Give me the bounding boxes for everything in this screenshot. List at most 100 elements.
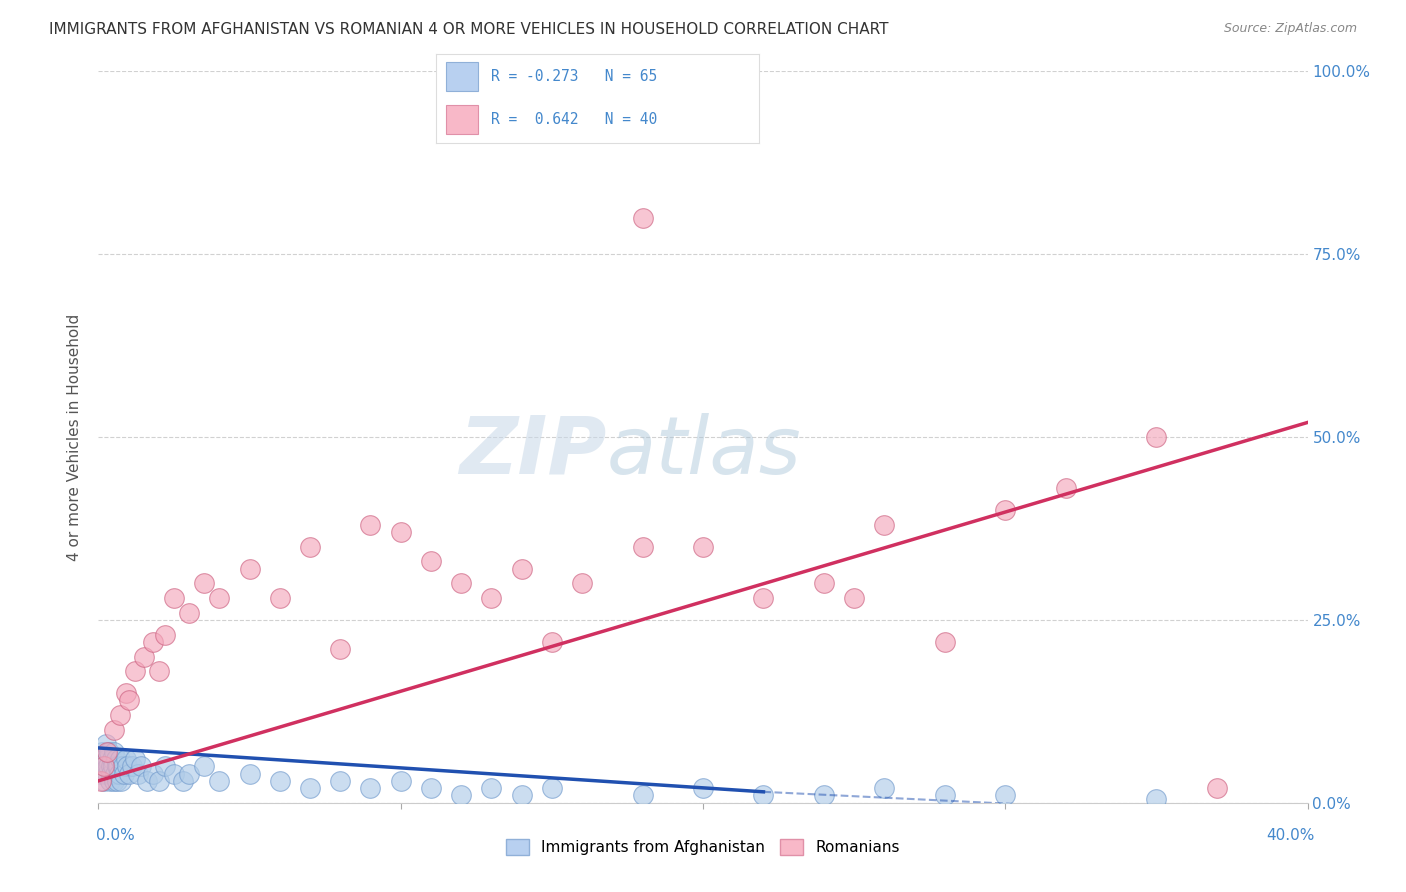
Point xyxy=(360,781,382,796)
Point xyxy=(420,554,443,568)
Point xyxy=(329,642,352,657)
Point xyxy=(934,635,956,649)
Point xyxy=(104,752,127,766)
Point xyxy=(108,708,131,723)
Point xyxy=(135,773,157,788)
Point xyxy=(103,723,125,737)
Point xyxy=(96,745,118,759)
Point xyxy=(105,773,128,788)
Point xyxy=(93,773,115,788)
Point xyxy=(108,752,131,766)
Text: IMMIGRANTS FROM AFGHANISTAN VS ROMANIAN 4 OR MORE VEHICLES IN HOUSEHOLD CORRELAT: IMMIGRANTS FROM AFGHANISTAN VS ROMANIAN … xyxy=(49,22,889,37)
Point xyxy=(172,773,194,788)
Point xyxy=(179,606,201,620)
Y-axis label: 4 or more Vehicles in Household: 4 or more Vehicles in Household xyxy=(67,313,83,561)
Point xyxy=(90,759,112,773)
Point xyxy=(239,766,262,780)
Point xyxy=(934,789,956,803)
Point xyxy=(329,773,352,788)
Point xyxy=(100,766,122,780)
Point xyxy=(1146,792,1168,806)
Point xyxy=(91,745,114,759)
Point xyxy=(112,766,135,780)
Point xyxy=(481,781,503,796)
Point xyxy=(129,759,152,773)
Point xyxy=(994,503,1017,517)
Point xyxy=(153,759,176,773)
Point xyxy=(111,759,134,773)
Point xyxy=(163,591,186,605)
Point xyxy=(118,693,141,707)
Point xyxy=(114,752,136,766)
Point xyxy=(692,781,714,796)
Point xyxy=(118,766,141,780)
Point xyxy=(1206,781,1229,796)
Point xyxy=(153,627,176,641)
Point xyxy=(94,737,117,751)
Point xyxy=(360,517,382,532)
Point xyxy=(299,781,322,796)
Point xyxy=(631,789,654,803)
Point xyxy=(510,789,533,803)
Point xyxy=(193,576,215,591)
Point xyxy=(124,664,146,678)
Point xyxy=(692,540,714,554)
Point xyxy=(97,759,120,773)
Point xyxy=(96,766,118,780)
Point xyxy=(813,576,835,591)
Point xyxy=(631,540,654,554)
Text: 0.0%: 0.0% xyxy=(96,828,135,843)
Text: atlas: atlas xyxy=(606,413,801,491)
Legend: Immigrants from Afghanistan, Romanians: Immigrants from Afghanistan, Romanians xyxy=(501,833,905,861)
Point xyxy=(389,773,412,788)
Point xyxy=(208,773,231,788)
Point xyxy=(103,745,125,759)
Point xyxy=(752,591,775,605)
Point xyxy=(103,773,125,788)
Point xyxy=(389,525,412,540)
Point xyxy=(142,635,165,649)
Point xyxy=(163,766,186,780)
Point xyxy=(104,766,127,780)
Point xyxy=(127,766,149,780)
Point xyxy=(89,766,111,780)
Point xyxy=(540,635,562,649)
Point xyxy=(114,686,136,700)
Point xyxy=(193,759,215,773)
Point xyxy=(299,540,322,554)
Point xyxy=(107,759,129,773)
Point xyxy=(873,781,896,796)
Point xyxy=(269,591,291,605)
Bar xyxy=(446,105,478,134)
Point xyxy=(108,766,131,780)
Point xyxy=(98,745,121,759)
Point xyxy=(132,649,155,664)
Point xyxy=(94,759,117,773)
Point xyxy=(1146,430,1168,444)
Text: ZIP: ZIP xyxy=(458,413,606,491)
Point xyxy=(105,759,128,773)
Point xyxy=(124,752,146,766)
Text: R =  0.642   N = 40: R = 0.642 N = 40 xyxy=(491,112,657,127)
Point xyxy=(420,781,443,796)
Point xyxy=(1054,481,1077,495)
Point xyxy=(148,664,170,678)
Point xyxy=(90,773,112,788)
Point xyxy=(91,766,114,780)
Point xyxy=(96,752,118,766)
Point xyxy=(142,766,165,780)
Text: Source: ZipAtlas.com: Source: ZipAtlas.com xyxy=(1223,22,1357,36)
Text: 40.0%: 40.0% xyxy=(1267,828,1315,843)
Point xyxy=(90,752,112,766)
Point xyxy=(540,781,562,796)
Point xyxy=(450,789,472,803)
Point xyxy=(101,752,124,766)
Point xyxy=(239,562,262,576)
Point xyxy=(98,773,121,788)
Point xyxy=(93,752,115,766)
Point xyxy=(844,591,866,605)
Point xyxy=(752,789,775,803)
Point xyxy=(179,766,201,780)
Point xyxy=(873,517,896,532)
Point xyxy=(813,789,835,803)
